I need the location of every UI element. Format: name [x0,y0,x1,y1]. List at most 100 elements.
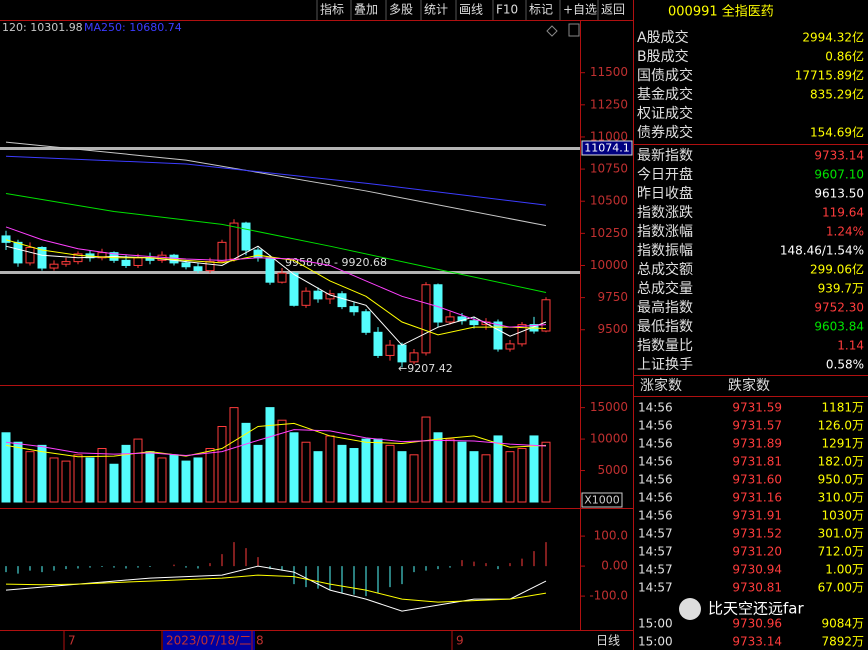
volume-bar [121,444,131,503]
quote-value: 154.69亿 [810,125,864,140]
volume-bar [133,438,143,503]
volume-bar [433,432,443,503]
trade-header: 跌家数 [728,377,770,394]
range-annotation: 9958.09 - 9920.68 [285,256,387,269]
quote-label: 今日开盘 [637,166,693,183]
trade-price: 9731.81 [732,455,782,469]
volume-bar [169,454,179,503]
trade-price: 9730.94 [732,563,782,577]
quote-label: 国债成交 [637,67,693,84]
low-annotation: ←9207.42 [398,362,453,375]
candle-body [433,284,443,323]
quote-value: 9733.14 [814,149,864,163]
trade-volume: 9084万 [821,617,864,631]
trade-time: 14:56 [638,473,673,487]
x-tick-label: 9 [456,634,464,648]
quote-label: 最新指数 [637,148,693,164]
toolbar-button[interactable]: 标记 [529,3,553,17]
candle-body [277,272,287,283]
candle-body [421,284,431,354]
quote-value: 1.24% [826,225,864,239]
trade-price: 9731.20 [732,545,782,559]
quote-label: 最低指数 [637,319,693,335]
volume-bar [481,454,491,503]
quote-label: 指数振幅 [637,243,693,259]
volume-bar [37,444,47,503]
quote-value: 17715.89亿 [795,68,864,83]
trade-volume: 301.0万 [818,527,864,541]
volume-bar [385,444,395,503]
toolbar-button[interactable]: F10 [496,3,518,17]
trade-time: 14:56 [638,509,673,523]
drawn-line [0,147,580,150]
period-label: 日线 [596,634,620,648]
candle-body [49,263,59,269]
toolbar-button[interactable]: +自选 [563,3,597,17]
ma-line [5,245,547,346]
trade-time: 14:56 [638,455,673,469]
diamond-icon [546,25,558,37]
toolbar-button[interactable]: 指标 [320,2,344,17]
volume-bar [409,454,419,503]
candle-body [337,293,347,308]
trade-volume: 7892万 [821,635,864,649]
trade-price: 9731.52 [732,527,782,541]
toolbar-button[interactable]: 统计 [424,3,448,17]
trade-volume: 1030万 [821,509,864,523]
y-tick-label: 9500 [597,322,628,336]
volume-bar [325,435,335,503]
quote-label: 最高指数 [637,299,693,316]
trade-price: 9731.59 [732,401,782,415]
trade-volume: 1181万 [821,401,864,415]
volume-bar [361,438,371,503]
candle-body [205,261,215,272]
trade-time: 14:57 [638,527,673,541]
volume-bar [397,451,407,503]
candle-body [61,261,71,265]
quote-value: 0.86亿 [825,49,864,64]
volume-bar [73,454,83,503]
volume-bar [421,416,431,503]
candle-body [445,316,455,323]
toolbar-button[interactable]: 多股 [389,3,413,17]
volume-bar [529,435,539,503]
ma-line [5,226,547,328]
quote-label: A股成交 [637,29,689,46]
x-tick-label: 7 [68,634,76,648]
candle-body [121,259,131,266]
candle-body [229,222,239,260]
volume-bar [289,432,299,503]
candle-body [301,290,311,306]
toolbar-button[interactable]: 画线 [459,3,483,17]
quote-value: 2994.32亿 [802,30,864,45]
trade-price: 9733.14 [732,635,782,649]
ma250-header: MA250: 10680.74 [84,21,182,34]
trade-price: 9731.91 [732,509,782,523]
volume-bar [109,463,119,503]
y-tick-label: 9750 [597,290,628,304]
ma-line [5,239,547,336]
ma-line [5,565,547,612]
trade-volume: 950.0万 [818,473,864,487]
trade-price: 9730.96 [732,617,782,631]
toolbar-button[interactable]: 返回 [601,3,625,17]
volume-bar [205,448,215,503]
quote-value: 835.29亿 [810,87,864,102]
trade-header: 涨家数 [640,377,682,394]
candle-body [241,222,251,251]
quote-value: 939.7万 [818,282,864,296]
candle-body [253,249,263,259]
candle-body [505,343,515,350]
candle-body [1,235,11,243]
trade-time: 15:00 [638,635,673,649]
trade-volume: 67.00万 [818,581,864,595]
y-tick-label: -100.0 [589,589,628,603]
candle-body [385,344,395,356]
y-tick-label: 10500 [590,194,628,208]
ma-line [5,429,547,456]
wechat-icon [679,598,701,620]
trade-volume: 310.0万 [818,491,864,505]
volume-bar [541,441,551,503]
toolbar-button[interactable]: 叠加 [354,3,378,17]
quote-label: 昨日收盘 [637,185,693,202]
